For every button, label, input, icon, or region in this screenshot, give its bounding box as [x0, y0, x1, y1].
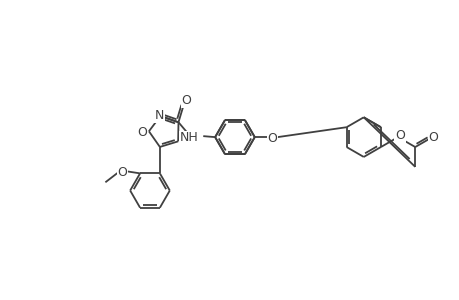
- Text: O: O: [181, 94, 191, 107]
- Text: N: N: [154, 109, 164, 122]
- Text: O: O: [267, 132, 277, 145]
- Text: O: O: [117, 167, 127, 179]
- Text: O: O: [428, 131, 437, 144]
- Text: O: O: [137, 126, 146, 139]
- Text: O: O: [394, 129, 404, 142]
- Text: NH: NH: [179, 131, 198, 144]
